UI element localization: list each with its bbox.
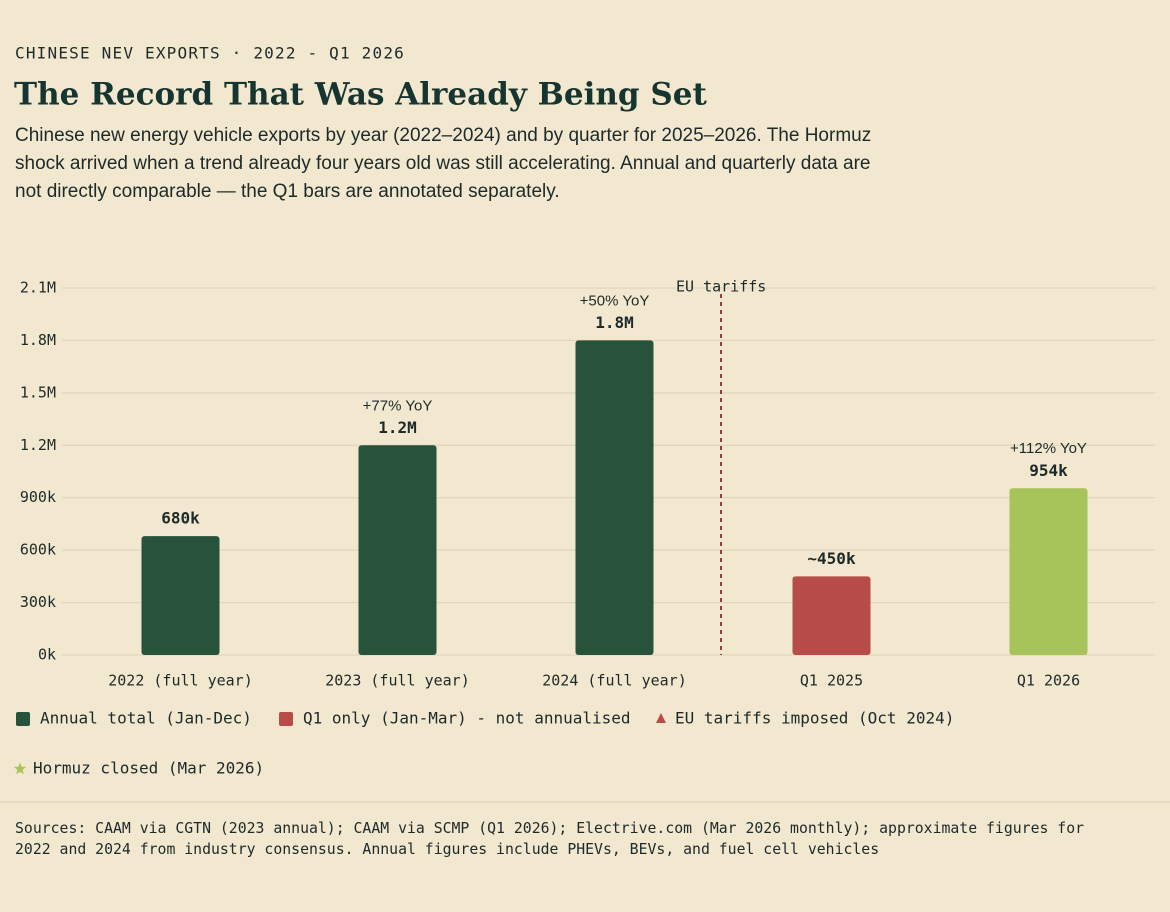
y-tick-label: 1.8M bbox=[20, 331, 56, 349]
legend-marker bbox=[13, 762, 27, 775]
bar bbox=[358, 445, 437, 655]
y-tick-label: 1.2M bbox=[20, 436, 56, 454]
kicker: CHINESE NEV EXPORTS · 2022 - Q1 2026 bbox=[15, 44, 405, 63]
yoy-label: +112% YoY bbox=[1010, 440, 1087, 457]
value-label: 954k bbox=[1029, 461, 1068, 480]
legend-label: Annual total (Jan-Dec) bbox=[40, 709, 252, 728]
value-label: ~450k bbox=[807, 549, 856, 568]
yoy-label: +77% YoY bbox=[363, 397, 433, 414]
y-tick-label: 1.5M bbox=[20, 383, 56, 401]
value-label: 1.8M bbox=[595, 313, 634, 332]
legend-marker bbox=[16, 712, 30, 726]
x-tick-label: Q1 2026 bbox=[1017, 672, 1080, 690]
legend-label: Hormuz closed (Mar 2026) bbox=[33, 759, 264, 778]
y-tick-label: 0k bbox=[38, 646, 56, 664]
bar bbox=[1009, 488, 1088, 655]
x-tick-label: Q1 2025 bbox=[800, 672, 863, 690]
legend-label: EU tariffs imposed (Oct 2024) bbox=[675, 709, 954, 728]
x-tick-label: 2023 (full year) bbox=[325, 672, 470, 690]
x-tick-label: 2022 (full year) bbox=[108, 672, 253, 690]
bar bbox=[792, 576, 871, 655]
bar bbox=[575, 340, 654, 655]
x-tick-label: 2024 (full year) bbox=[542, 672, 687, 690]
event-label: EU tariffs bbox=[676, 278, 766, 296]
subtitle: Chinese new energy vehicle exports by ye… bbox=[15, 125, 871, 146]
subtitle: not directly comparable — the Q1 bars ar… bbox=[15, 181, 560, 202]
value-label: 680k bbox=[161, 509, 200, 528]
y-tick-label: 600k bbox=[20, 541, 56, 559]
legend-marker bbox=[279, 712, 293, 726]
chart-title: The Record That Was Already Being Set bbox=[14, 77, 707, 113]
y-tick-label: 900k bbox=[20, 488, 56, 506]
y-tick-label: 2.1M bbox=[20, 279, 56, 297]
legend-label: Q1 only (Jan-Mar) - not annualised bbox=[303, 709, 631, 728]
bar bbox=[141, 536, 220, 655]
yoy-label: +50% YoY bbox=[580, 292, 650, 309]
sources: 2022 and 2024 from industry consensus. A… bbox=[15, 841, 879, 858]
value-label: 1.2M bbox=[378, 418, 417, 437]
y-tick-label: 300k bbox=[20, 593, 56, 611]
subtitle: shock arrived when a trend already four … bbox=[15, 153, 870, 174]
legend-marker bbox=[656, 713, 666, 723]
sources: Sources: CAAM via CGTN (2023 annual); CA… bbox=[15, 820, 1084, 837]
